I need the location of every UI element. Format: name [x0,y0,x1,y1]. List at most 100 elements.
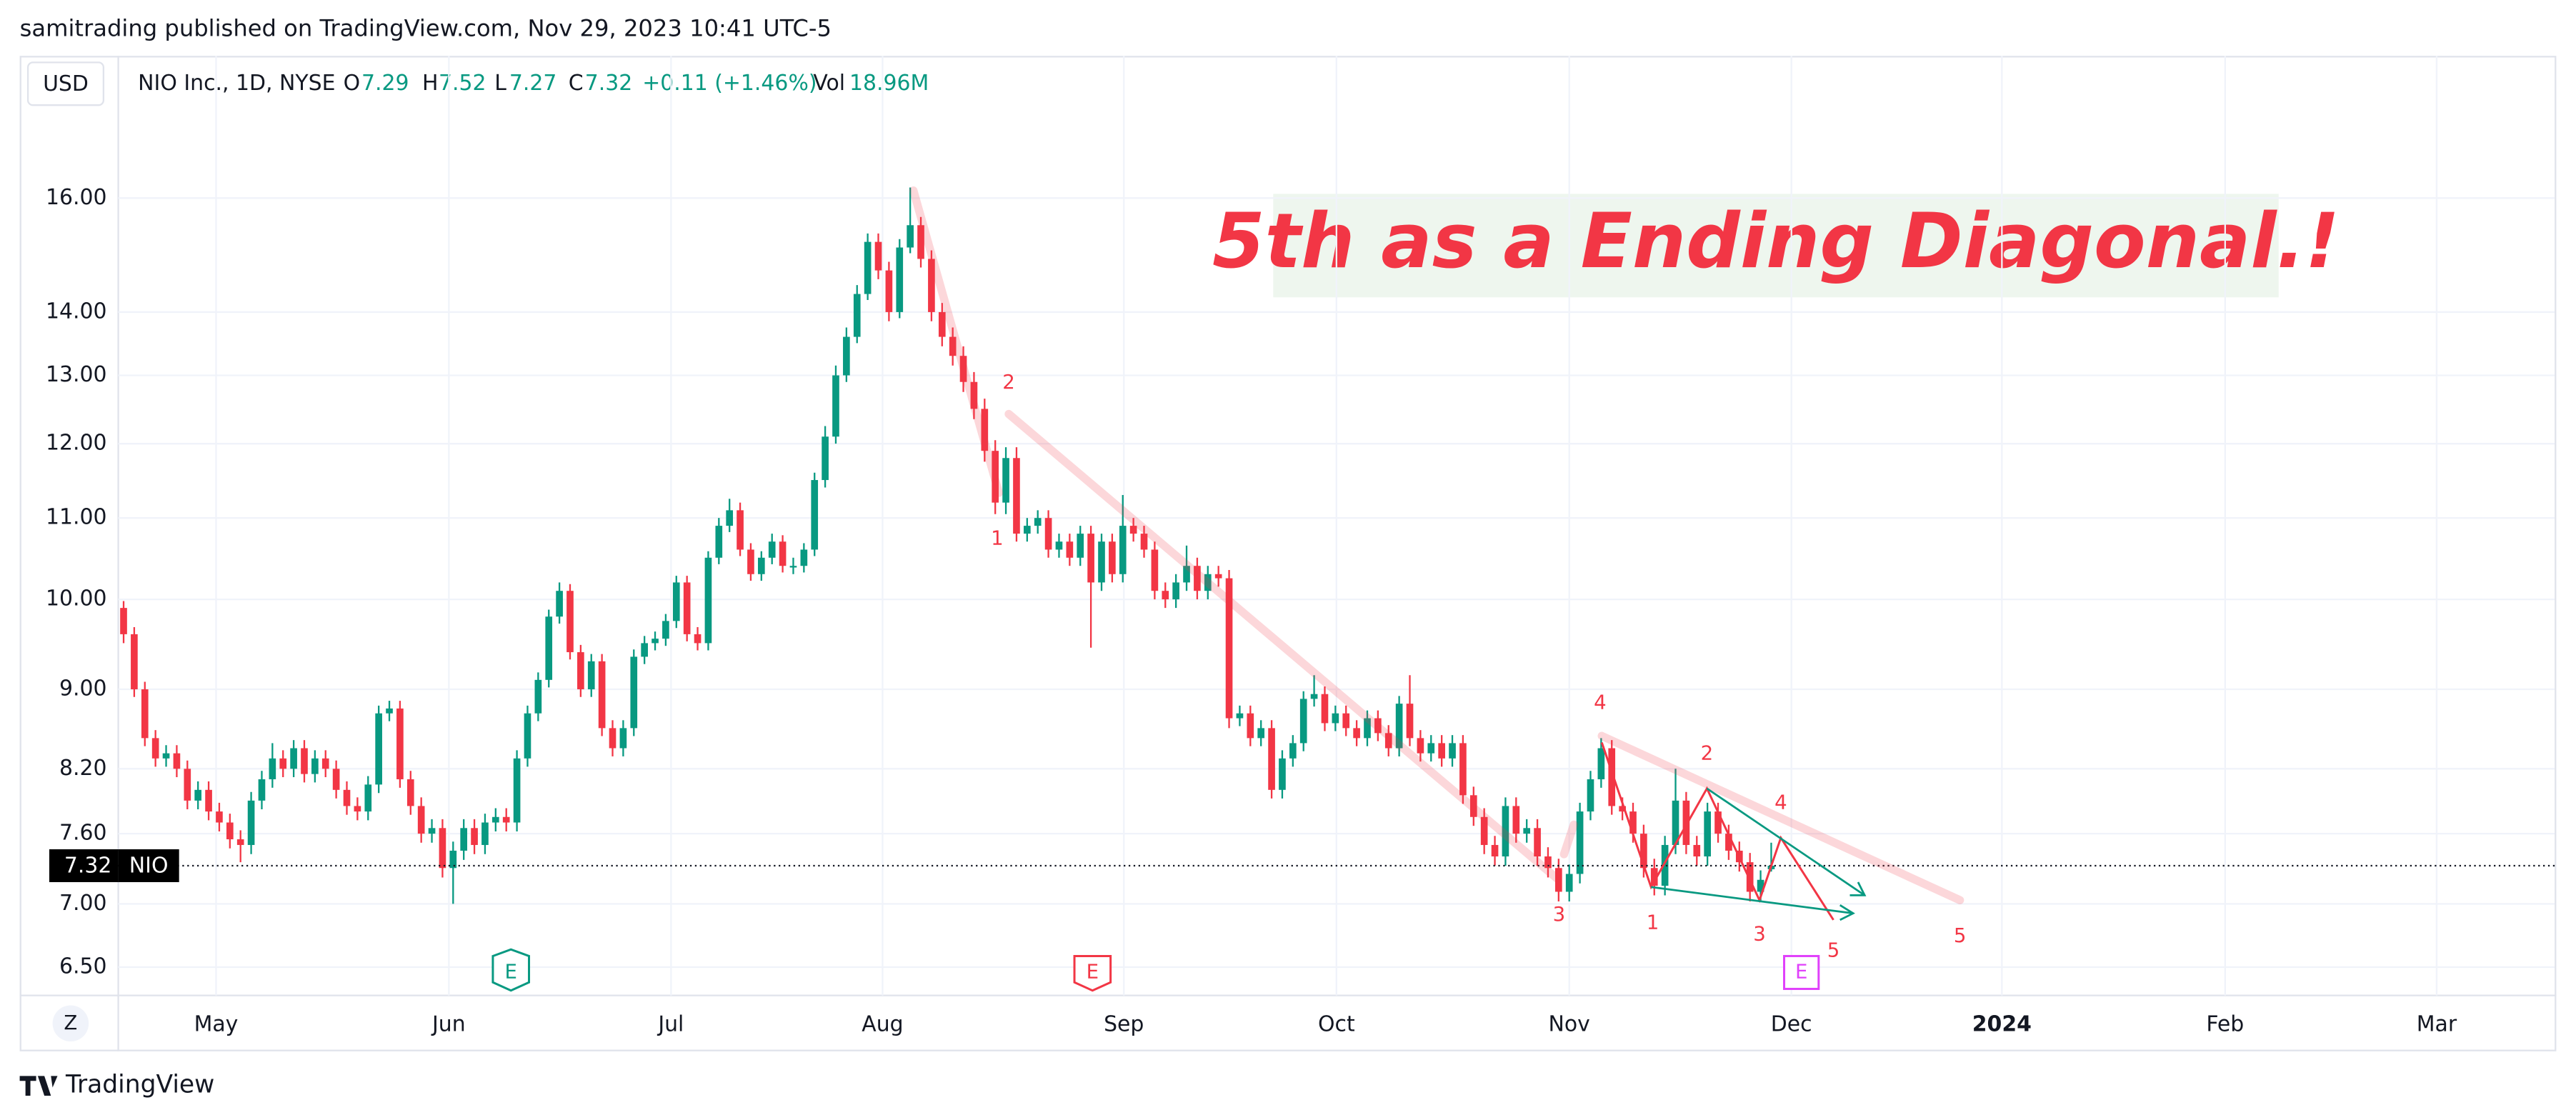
earnings-markers: E E E [491,948,1820,992]
candle-body [1544,856,1552,869]
legend-value: 7.32 [585,71,633,96]
legend-label: H [422,71,438,96]
candle-body [652,639,659,644]
candle-body [247,800,255,845]
candle-body [439,828,446,869]
candle-body [662,621,669,639]
candle-body [1066,541,1074,558]
candle-body [641,643,648,657]
candle-body [1204,574,1212,591]
candle-body [534,679,542,714]
candle-body [1757,879,1764,892]
earnings-marker[interactable] [1783,954,1820,990]
candle-body [1650,868,1658,886]
candle-body [1257,728,1265,739]
x-tick-label: Aug [862,1012,903,1037]
legend-label: L [494,71,506,96]
candle-body [1034,518,1042,526]
x-tick-label: May [194,1012,239,1037]
y-tick-label: 16.00 [46,185,107,210]
candle-body [1364,718,1371,739]
candle-body [162,753,170,759]
legend-value: 7.29 [361,71,409,96]
candle-body [1480,816,1488,845]
candle-body [1353,728,1360,739]
candle-body [811,480,819,550]
candle-body [343,789,351,806]
candle-body [396,708,404,779]
candle-body [959,356,967,382]
legend-change: +0.11 (+1.46%) [642,71,817,96]
candle-body [822,436,829,481]
x-tick-label: Oct [1318,1012,1355,1037]
candle-body [1534,828,1541,857]
candle-body [1672,800,1679,845]
candle-body [1236,713,1244,719]
title-box [1273,194,2279,298]
trend-line [909,186,1003,497]
earnings-marker[interactable] [491,948,531,992]
candle-body [1055,541,1063,550]
wave-label: 5 [1954,924,1967,947]
logo: TradingView [65,1071,214,1099]
candle-body [364,784,372,812]
candle-body [1693,844,1701,857]
candle-body [566,591,574,653]
candle-body [1608,748,1616,806]
candle-body [864,241,872,294]
candle-body [981,409,989,451]
candle-body [737,510,744,550]
candle-body [417,806,425,834]
candle-body [120,608,127,634]
symbol: NIO Inc., 1D, NYSE [138,71,335,96]
wave-label: 1 [991,526,1004,549]
wave-label: 4 [1594,690,1607,714]
candle-body [779,541,787,566]
x-tick-label: Jul [657,1012,684,1037]
candle-body [938,311,946,337]
candle-body [332,769,340,790]
candle-body [279,758,287,769]
candle-body [1619,806,1626,812]
candle-body [832,375,839,437]
candle-body [1332,713,1339,724]
candle-body [236,839,244,845]
candle-body [151,738,159,759]
candle-body [131,634,138,690]
candle-body [524,713,531,759]
candle-body [1597,748,1605,779]
price-badge-bg [49,849,119,882]
grid [118,56,2555,996]
candle-body [321,758,329,769]
candle-body [1502,806,1509,857]
candle-body [226,822,234,840]
candle-body [1395,704,1403,749]
earnings-marker[interactable] [1073,954,1112,992]
wedge-line [1706,787,1865,896]
candle-body [173,753,181,769]
candle-body [1374,718,1382,734]
candle-body [1077,534,1084,558]
candle-body [258,779,266,801]
candle-body [1523,828,1531,834]
zoom-button[interactable] [52,1005,89,1042]
candle-body [885,270,893,312]
candle-body [205,789,212,812]
candle-body [502,816,510,823]
candle-body [1162,591,1169,600]
x-tick-label: 2024 [1972,1012,2032,1037]
candle-body [406,779,414,806]
x-tick-label: Jun [431,1012,466,1037]
candle-body [1469,795,1477,817]
candle-body [460,828,468,851]
chart-frame [19,56,2557,1051]
candle-body [290,748,297,769]
wave-path [1600,742,1834,921]
candle-body [1427,743,1435,754]
arrow-head [1849,881,1867,896]
wedge-lines [1651,787,1867,921]
logo-icon [19,1076,58,1096]
candle-body [1151,549,1159,591]
candle-body [694,634,702,644]
